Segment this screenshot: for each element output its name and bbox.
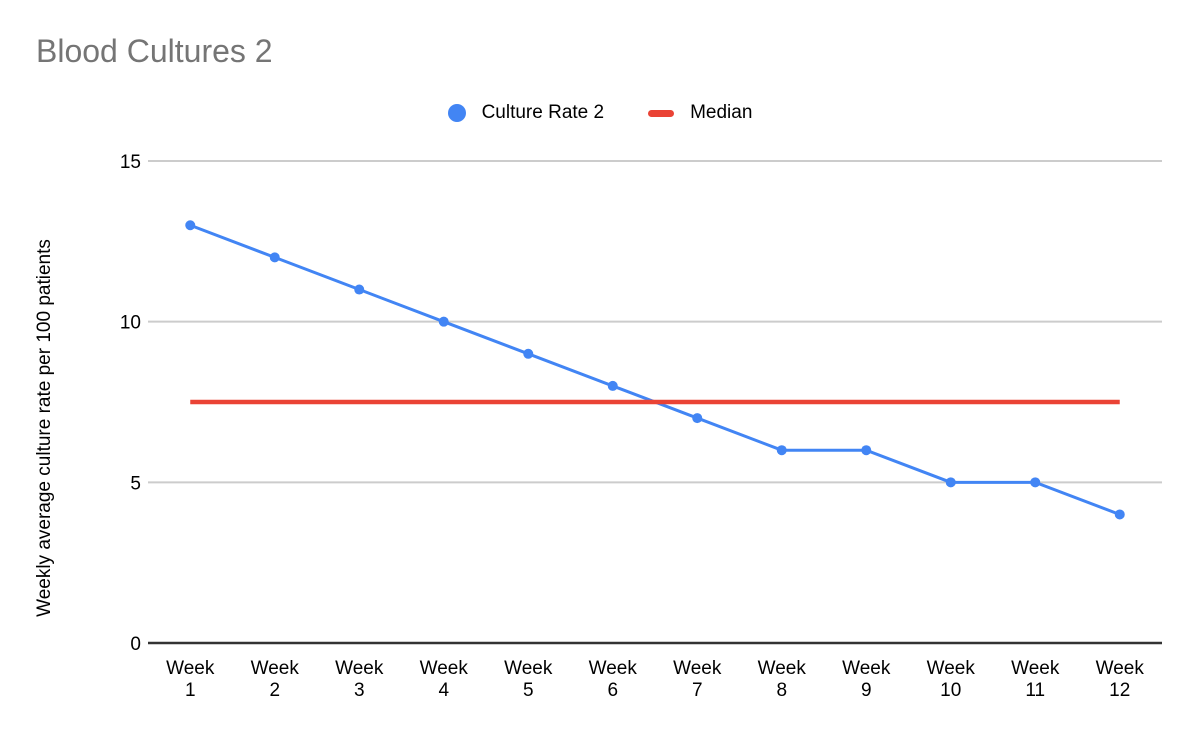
data-point (269, 252, 280, 263)
series-circle-icon (447, 104, 466, 122)
x-tick-label: Week 8 (758, 658, 807, 701)
x-tick-label: Week 7 (673, 658, 722, 701)
chart-title: Blood Cultures 2 (36, 33, 273, 69)
x-tick-label: Week 9 (842, 658, 891, 701)
legend-item-median: Median (648, 102, 752, 124)
data-point (861, 445, 872, 456)
legend-item-culture-rate: Culture Rate 2 (447, 102, 605, 124)
data-point (1114, 509, 1125, 520)
x-tick-label: Week 2 (251, 658, 300, 701)
series-line (189, 223, 1121, 516)
data-point (1030, 477, 1041, 488)
x-tick-label: Week 10 (927, 658, 976, 701)
data-point (607, 380, 618, 391)
y-tick-label: 15 (120, 152, 141, 173)
x-tick-label: Week 5 (504, 658, 553, 701)
data-point (692, 413, 703, 424)
data-point (776, 445, 787, 456)
x-tick-label: Week 4 (420, 658, 469, 701)
x-tick-label: Week 1 (166, 658, 215, 701)
median-dash-icon (648, 109, 675, 117)
data-point (185, 220, 196, 231)
data-point (945, 477, 956, 488)
legend-label-culture-rate: Culture Rate 2 (481, 102, 605, 123)
x-tick-label: Week 3 (335, 658, 384, 701)
data-point (523, 348, 534, 359)
legend: Culture Rate 2 Median (0, 100, 1200, 126)
y-tick-label: 0 (130, 634, 141, 655)
x-tick-label: Week 12 (1096, 658, 1145, 701)
x-tick-label: Week 11 (1011, 658, 1060, 701)
data-point (438, 316, 449, 327)
legend-label-median: Median (690, 102, 753, 123)
data-point (354, 284, 365, 295)
x-tick-label: Week 6 (589, 658, 638, 701)
y-tick-label: 5 (130, 473, 141, 494)
y-tick-label: 10 (120, 313, 141, 334)
